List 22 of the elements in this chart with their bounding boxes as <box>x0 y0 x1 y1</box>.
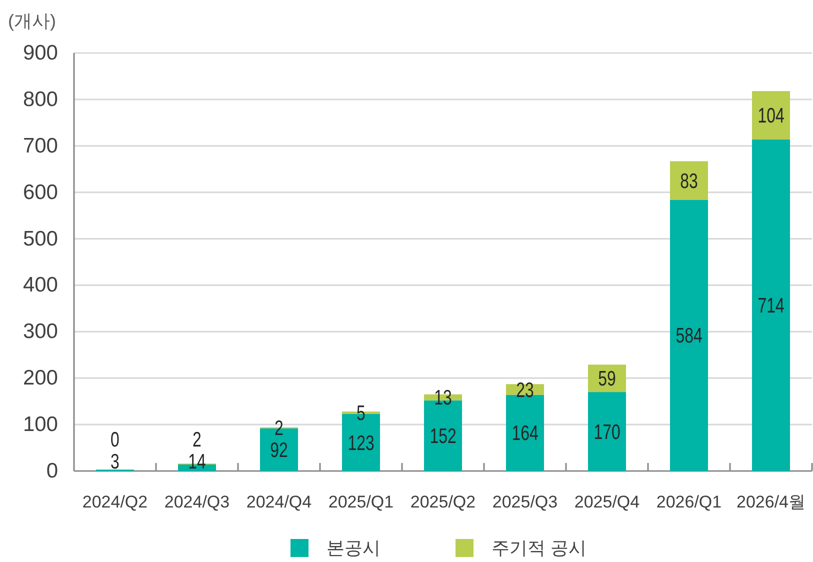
y-tick-label: 600 <box>22 180 58 204</box>
x-tick-label: 2024/Q3 <box>164 492 230 512</box>
x-tick-label: 2025/Q4 <box>574 492 640 512</box>
y-tick-label: 900 <box>22 42 58 64</box>
y-tick-label: 500 <box>22 227 58 250</box>
x-tick-label: 2026/4월 <box>736 492 806 512</box>
y-tick-label: 700 <box>22 134 58 158</box>
x-tick-label: 2025/Q3 <box>492 492 558 512</box>
y-tick-label: 200 <box>22 366 58 390</box>
y-tick-label: 0 <box>46 460 58 482</box>
x-tick-label: 2024/Q2 <box>82 492 148 512</box>
x-tick-label: 2025/Q2 <box>410 492 476 512</box>
legend-label: 본공시 <box>326 538 380 558</box>
x-tick-label: 2024/Q4 <box>246 492 312 512</box>
legend: 본공시 주기적 공시 <box>290 538 587 558</box>
y-tick-label: 100 <box>22 413 58 436</box>
x-tick-label: 2025/Q1 <box>328 492 394 512</box>
y-tick-label: 400 <box>22 274 58 297</box>
x-tick-label: 2026/Q1 <box>656 492 722 512</box>
y-tick-label: 300 <box>22 320 58 344</box>
legend-label: 주기적 공시 <box>492 538 587 558</box>
y-tick-label: 800 <box>22 88 58 111</box>
